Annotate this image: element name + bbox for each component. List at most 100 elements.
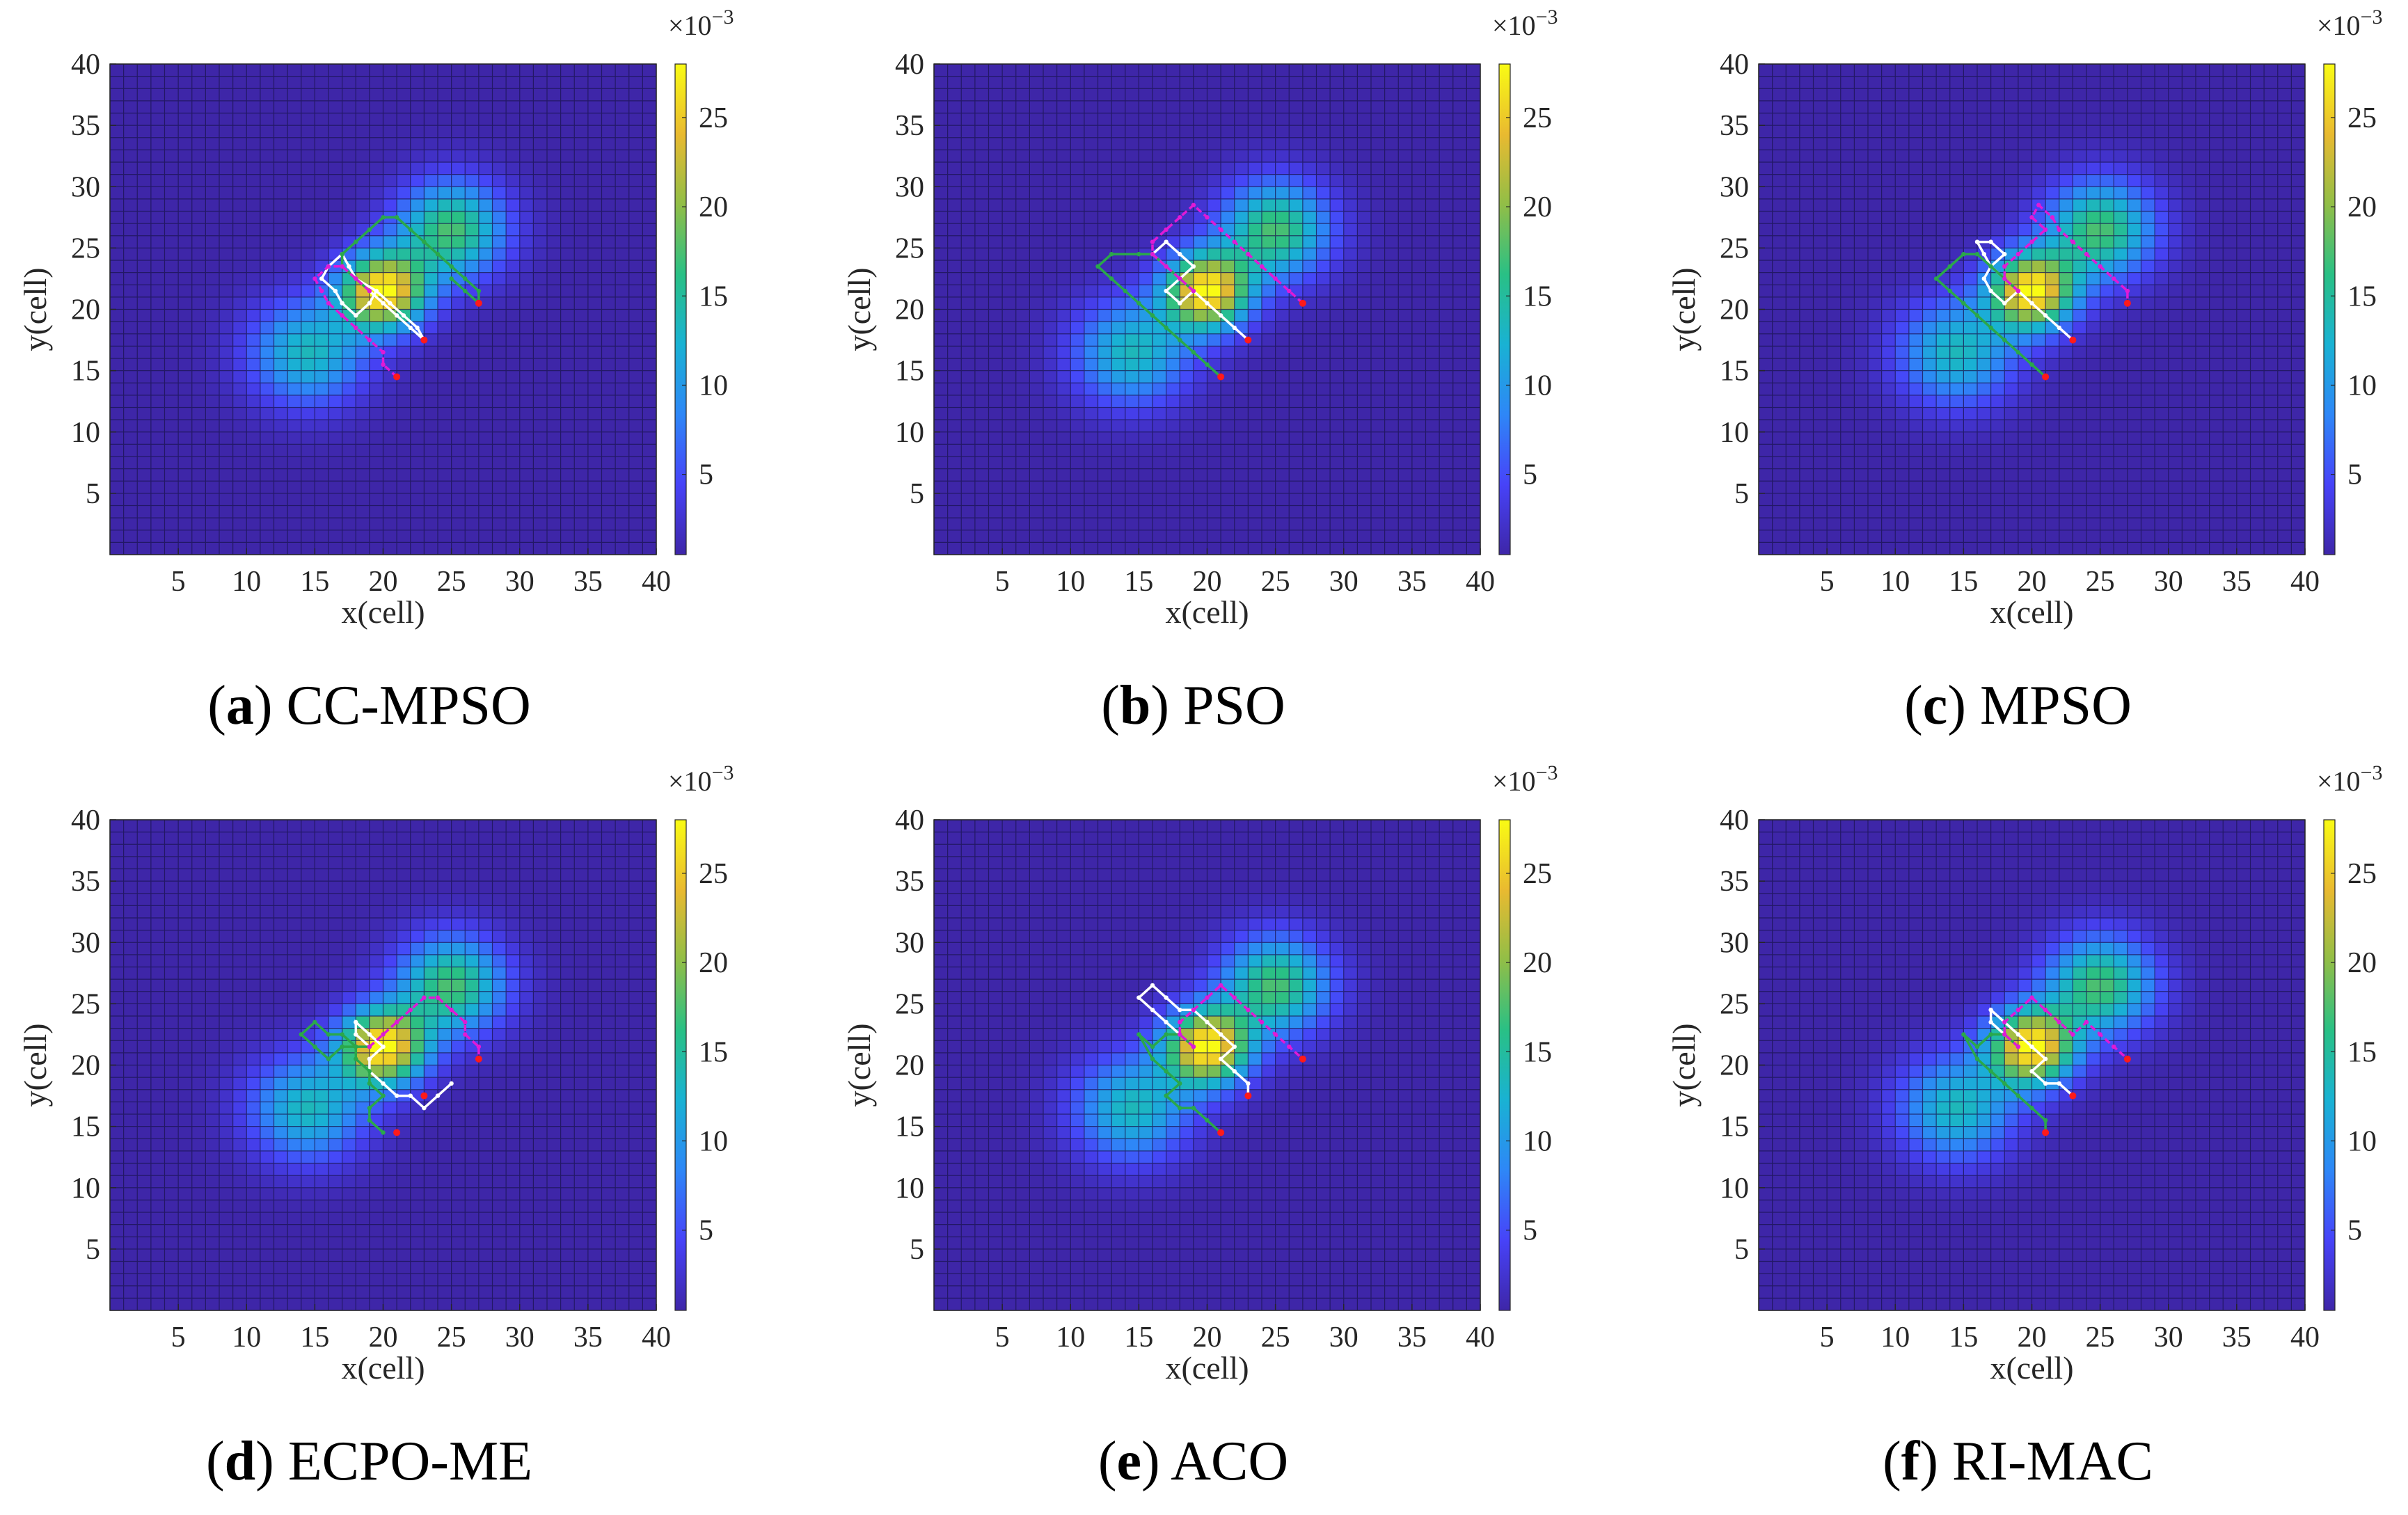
heatmap-cell [1357, 481, 1372, 494]
heatmap-cell [1425, 296, 1440, 310]
heatmap-cell [587, 431, 602, 445]
heatmap-cell [587, 395, 602, 408]
heatmap-cell [1221, 493, 1235, 506]
heatmap-cell [1125, 235, 1139, 248]
heatmap-cell [492, 198, 507, 212]
heatmap-cell [642, 420, 657, 433]
heatmap-cell [2223, 383, 2237, 396]
heatmap-cell [369, 198, 383, 212]
heatmap-cell [1084, 530, 1098, 543]
heatmap-cell [547, 296, 562, 310]
heatmap-cell [574, 137, 589, 150]
heatmap-cell [178, 64, 193, 77]
heatmap-cell [587, 211, 602, 224]
heatmap-cell [1357, 468, 1372, 482]
heatmap-cell [1221, 431, 1235, 445]
heatmap-cell [1357, 174, 1372, 187]
heatmap-cell [1881, 420, 1896, 433]
heatmap-cell [178, 309, 193, 322]
heatmap-cell [1868, 518, 1883, 531]
heatmap-cell [438, 542, 452, 555]
heatmap-cell [1207, 125, 1221, 138]
heatmap-cell [560, 187, 575, 200]
heatmap-cell [601, 407, 616, 420]
heatmap-cell [287, 358, 302, 372]
path-waypoint-white [374, 288, 379, 294]
heatmap-cell [1398, 113, 1413, 126]
heatmap-cell [1384, 64, 1399, 77]
heatmap-cell [369, 358, 383, 372]
heatmap-cell [2168, 309, 2183, 322]
heatmap-cell [1868, 285, 1883, 298]
heatmap-cell [1302, 125, 1317, 138]
heatmap-cell [110, 457, 125, 470]
heatmap-cell [628, 198, 643, 212]
heatmap-cell [1990, 88, 2005, 102]
heatmap-cell [232, 88, 247, 102]
heatmap-cell [356, 248, 370, 261]
heatmap-cell [178, 322, 193, 335]
heatmap-cell [1248, 358, 1262, 372]
heatmap-cell [1398, 76, 1413, 89]
heatmap-cell [1854, 137, 1869, 150]
heatmap-cell [1357, 248, 1372, 261]
heatmap-cell [205, 542, 220, 555]
heatmap-cell [615, 100, 630, 113]
heatmap-cell [1759, 235, 1773, 248]
heatmap-cell [1772, 174, 1787, 187]
heatmap-cell [478, 358, 493, 372]
heatmap-cell [164, 309, 179, 322]
heatmap-cell [1002, 150, 1017, 163]
heatmap-cell [1139, 444, 1153, 457]
heatmap-cell [1207, 420, 1221, 433]
heatmap-cell [260, 333, 274, 347]
heatmap-cell [1029, 505, 1044, 518]
heatmap-cell [2209, 407, 2224, 420]
heatmap-cell [1275, 187, 1290, 200]
heatmap-cell [451, 309, 466, 322]
heatmap-cell [1895, 285, 1910, 298]
heatmap-cell [2018, 187, 2032, 200]
heatmap-cell [1357, 333, 1372, 347]
heatmap-cell [1772, 346, 1787, 359]
heatmap-cell [137, 162, 152, 175]
heatmap-cell [1043, 530, 1058, 543]
heatmap-cell [2182, 187, 2196, 200]
heatmap-cell [601, 187, 616, 200]
heatmap-cell [1302, 420, 1317, 433]
heatmap-cell [2004, 407, 2019, 420]
heatmap-cell [506, 211, 521, 224]
heatmap-cell [123, 187, 138, 200]
heatmap-cell [1977, 198, 1992, 212]
heatmap-cell [2004, 187, 2019, 200]
heatmap-cell [1180, 187, 1194, 200]
heatmap-cell [1193, 505, 1207, 518]
heatmap-cell [1248, 64, 1262, 77]
heatmap-cell [1908, 518, 1923, 531]
heatmap-cell [1316, 137, 1331, 150]
heatmap-cell [342, 76, 356, 89]
heatmap-cell [1262, 518, 1276, 531]
heatmap-cell [1248, 285, 1262, 298]
heatmap-cell [601, 100, 616, 113]
heatmap-cell [287, 322, 302, 335]
heatmap-cell [1207, 383, 1221, 396]
heatmap-cell [1043, 481, 1058, 494]
heatmap-cell [1043, 137, 1058, 150]
heatmap-cell [1922, 542, 1937, 555]
heatmap-cell [1398, 162, 1413, 175]
heatmap-cell [988, 100, 1003, 113]
heatmap-cell [150, 358, 165, 372]
heatmap-cell [642, 333, 657, 347]
heatmap-cell [1452, 88, 1467, 102]
heatmap-cell [205, 333, 220, 347]
heatmap-cell [478, 468, 493, 482]
heatmap-cell [2004, 358, 2019, 372]
heatmap-cell [574, 174, 589, 187]
heatmap-cell [1881, 150, 1896, 163]
heatmap-cell [301, 518, 315, 531]
heatmap-cell [1371, 296, 1386, 310]
heatmap-cell [110, 137, 125, 150]
heatmap-cell [1248, 481, 1262, 494]
heatmap-cell [2073, 309, 2087, 322]
